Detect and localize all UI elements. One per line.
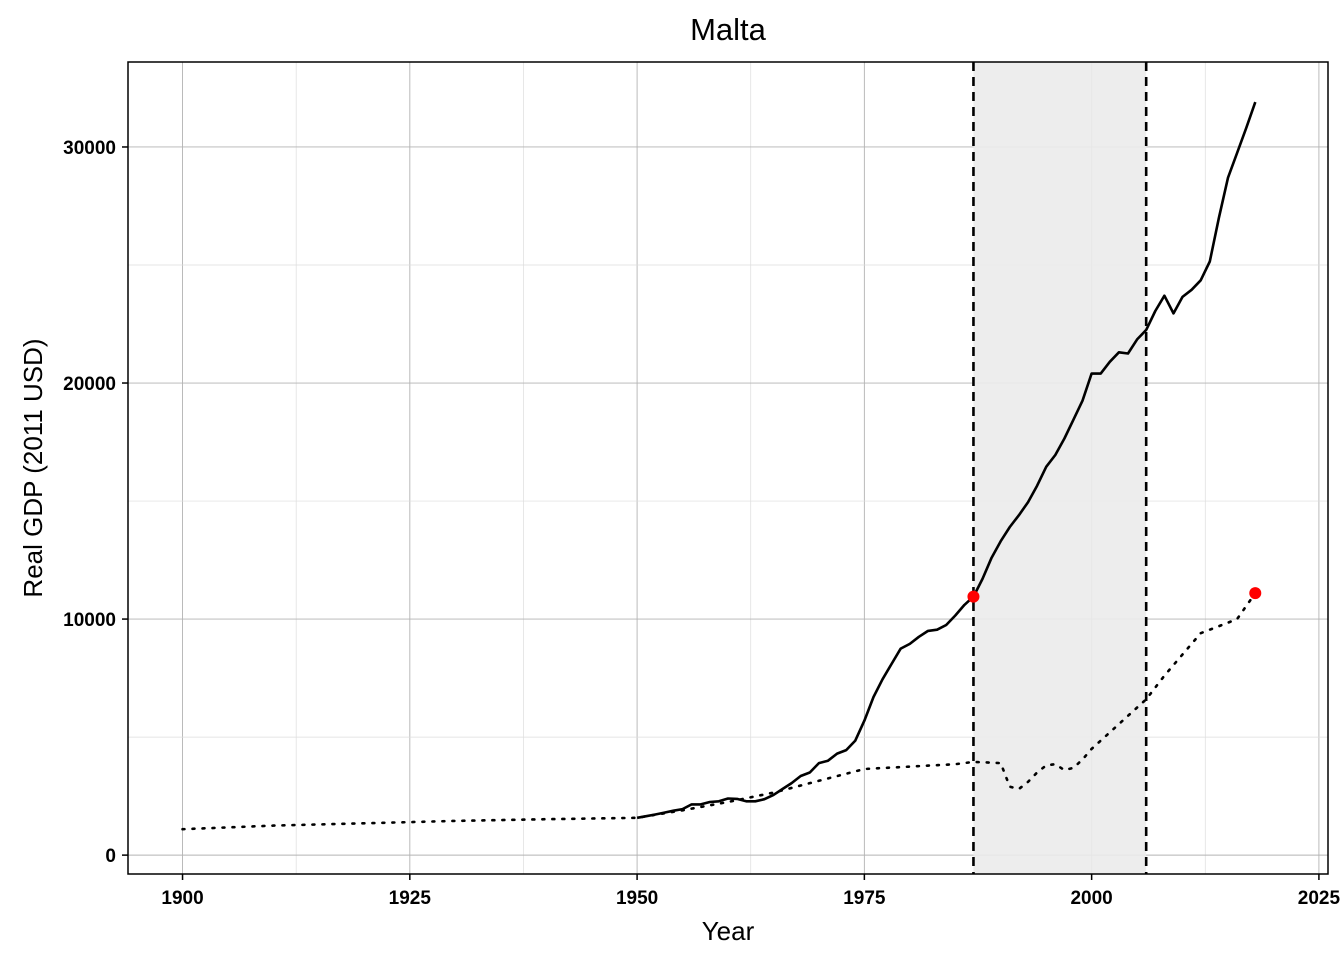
plot-border: [127, 61, 1329, 875]
highlight-point: [967, 590, 980, 603]
x-tick-label: 2000: [1070, 888, 1112, 909]
x-tick-label: 1950: [616, 888, 658, 909]
x-axis: 1900 1925 1950 1975 2000 2025: [161, 874, 1340, 909]
plot-background: [128, 62, 1328, 874]
y-tick-label: 20000: [63, 374, 116, 395]
chart-title: Malta: [690, 12, 767, 47]
x-tick-label: 1900: [161, 888, 203, 909]
highlight-point: [1249, 587, 1262, 600]
y-axis: 0 10000 20000 30000: [63, 138, 128, 867]
y-tick-label: 0: [105, 846, 116, 867]
vertical-lines: [972, 62, 1148, 874]
shaded-band: [973, 62, 1147, 874]
y-axis-title: Real GDP (2011 USD): [18, 338, 48, 597]
y-tick-label: 10000: [63, 610, 116, 631]
x-tick-label: 2025: [1298, 888, 1341, 909]
shaded-region: [973, 62, 1147, 874]
points-layer: [967, 587, 1262, 603]
x-axis-title: Year: [702, 916, 755, 946]
x-tick-label: 1975: [843, 888, 886, 909]
y-tick-label: 30000: [63, 138, 116, 159]
x-tick-label: 1925: [389, 888, 432, 909]
series-layer: [181, 101, 1257, 831]
series-line-dotted: [181, 591, 1257, 831]
